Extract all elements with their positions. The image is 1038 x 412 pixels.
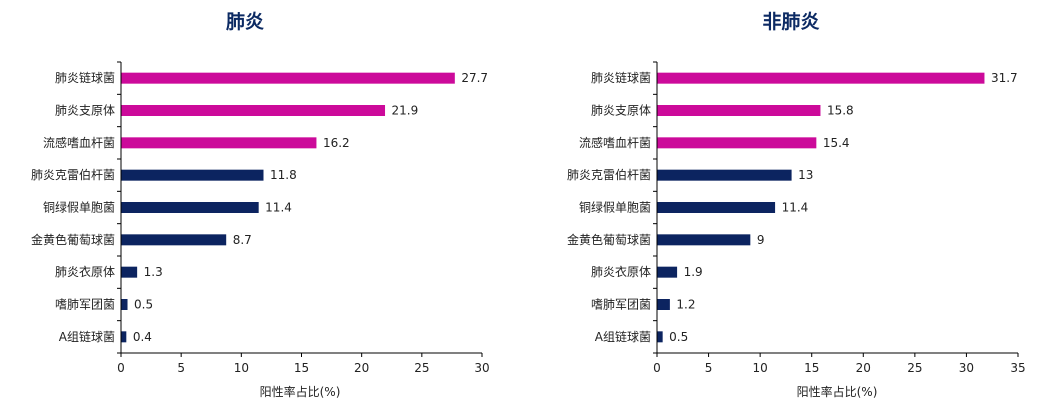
category-label: 肺炎衣原体: [55, 264, 115, 279]
x-tick-label: 10: [753, 361, 768, 375]
plot-area-pneumonia: 0 5 10 15 20 25 30 肺炎链球菌 27.7 肺炎支原体 21.9 流感嗜血杆菌 16.2…: [31, 61, 490, 375]
bar-pneumonia: [121, 169, 264, 181]
data-label: 0.5: [134, 298, 153, 312]
data-label: 15.8: [827, 104, 854, 118]
bar-pneumonia: [121, 234, 227, 246]
x-tick-label: 20: [354, 361, 369, 375]
bar-pneumonia: [121, 331, 127, 343]
data-label: 13: [798, 168, 813, 182]
category-label: 嗜肺军团菌: [591, 298, 651, 312]
bar-pneumonia: [121, 105, 386, 116]
data-label: 1.9: [684, 265, 703, 279]
x-tick-label: 30: [474, 361, 489, 375]
x-tick-label: 35: [1010, 361, 1025, 375]
category-label: 金黄色葡萄球菌: [567, 232, 651, 247]
x-axis-label-pneumonia: 阳性率占比(%): [260, 384, 341, 399]
category-label: 流感嗜血杆菌: [579, 135, 651, 150]
data-label: 11.4: [782, 201, 809, 215]
x-tick-label: 30: [959, 361, 974, 375]
data-label: 27.7: [461, 71, 488, 85]
x-tick-label: 15: [804, 361, 819, 375]
bar-non-pneumonia: [657, 266, 678, 278]
category-label: 肺炎克雷伯杆菌: [567, 167, 651, 182]
bar-non-pneumonia: [657, 72, 985, 84]
data-label: 16.2: [323, 136, 350, 150]
bar-non-pneumonia: [657, 234, 751, 246]
category-label: 流感嗜血杆菌: [43, 135, 115, 150]
x-tick-label: 0: [117, 361, 125, 375]
data-label: 21.9: [392, 104, 419, 118]
data-label: 0.4: [133, 330, 152, 344]
bar-non-pneumonia: [657, 105, 821, 116]
category-label: A组链球菌: [595, 329, 651, 344]
chart-title-pneumonia: 肺炎: [226, 11, 264, 33]
category-label: 肺炎链球菌: [55, 70, 115, 85]
bar-non-pneumonia: [657, 331, 663, 343]
bar-non-pneumonia: [657, 169, 792, 181]
data-label: 9: [757, 233, 765, 247]
category-label: 肺炎支原体: [55, 104, 115, 118]
bar-pneumonia: [121, 299, 128, 310]
bar-non-pneumonia: [657, 202, 776, 213]
chart-title-non-pneumonia: 非肺炎: [762, 11, 819, 33]
category-label: 肺炎链球菌: [591, 70, 651, 85]
bar-pneumonia: [121, 72, 455, 84]
x-tick-label: 5: [705, 361, 713, 375]
bar-pneumonia: [121, 202, 259, 213]
category-label: 肺炎衣原体: [591, 264, 651, 279]
data-label: 1.3: [144, 265, 163, 279]
x-tick-label: 25: [414, 361, 429, 375]
x-axis-label-non-pneumonia: 阳性率占比(%): [797, 384, 878, 399]
data-label: 11.8: [270, 168, 297, 182]
bar-non-pneumonia: [657, 137, 817, 149]
data-label: 15.4: [823, 136, 850, 150]
category-label: 嗜肺军团菌: [55, 298, 115, 312]
x-tick-label: 15: [294, 361, 309, 375]
category-label: 金黄色葡萄球菌: [31, 232, 115, 247]
bar-non-pneumonia: [657, 299, 670, 310]
category-label: A组链球菌: [59, 329, 115, 344]
bar-pneumonia: [121, 137, 317, 149]
data-label: 31.7: [991, 71, 1018, 85]
data-label: 8.7: [233, 233, 252, 247]
plot-area-non-pneumonia: 0 5 10 15 20 25 30 35 肺炎链球菌 31.7 肺炎支原体 15.8 流感嗜血杆菌 15…: [567, 61, 1026, 375]
category-label: 肺炎克雷伯杆菌: [31, 167, 115, 182]
x-tick-label: 20: [856, 361, 871, 375]
x-tick-label: 0: [653, 361, 661, 375]
category-label: 肺炎支原体: [591, 104, 651, 118]
x-tick-label: 25: [907, 361, 922, 375]
category-label: 铜绿假单胞菌: [43, 200, 115, 215]
category-label: 铜绿假单胞菌: [579, 200, 651, 215]
x-tick-label: 10: [234, 361, 249, 375]
data-label: 11.4: [265, 201, 292, 215]
data-label: 0.5: [669, 330, 688, 344]
bar-pneumonia: [121, 266, 138, 278]
x-tick-label: 5: [177, 361, 185, 375]
data-label: 1.2: [676, 298, 695, 312]
